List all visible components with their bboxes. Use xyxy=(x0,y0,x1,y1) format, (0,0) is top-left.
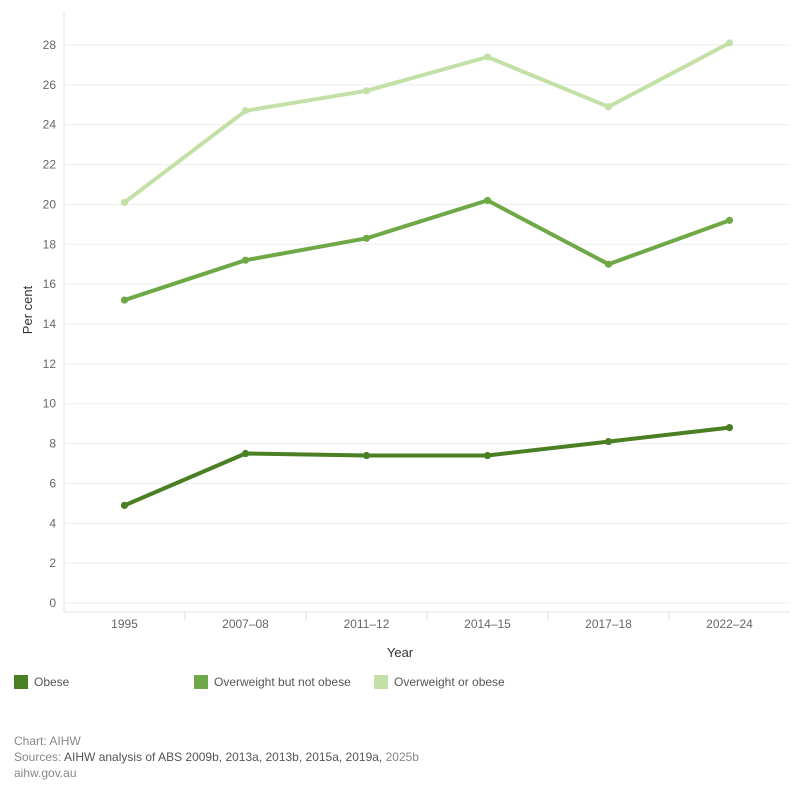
point-obese-2011-12 xyxy=(362,451,371,460)
x-tick-label-2017-18: 2017–18 xyxy=(585,617,632,631)
legend-swatch-overweight-or-obese xyxy=(374,675,388,689)
x-tick-label-2014-15: 2014–15 xyxy=(464,617,511,631)
point-overweight-but-not-obese-2022-24 xyxy=(725,216,734,224)
point-overweight-or-obese-2007-08 xyxy=(241,107,250,115)
legend-label-overweight-not-obese: Overweight but not obese xyxy=(214,675,351,689)
x-tick-label-2007-08: 2007–08 xyxy=(222,617,269,631)
series-overweight-or-obese xyxy=(120,39,734,207)
legend-item-overweight-or-obese[interactable]: Overweight or obese xyxy=(374,675,505,689)
y-tick-label-4: 4 xyxy=(49,516,56,530)
legend-item-overweight-not-obese[interactable]: Overweight but not obese xyxy=(194,675,351,689)
x-axis: 1995 2007–08 2011–12 2014–15 2017–18 2022–24 xyxy=(64,611,790,631)
point-obese-2022-24 xyxy=(725,424,734,432)
point-obese-2007-08 xyxy=(241,449,250,458)
legend-label-overweight-or-obese: Overweight or obese xyxy=(394,675,505,689)
y-axis-title: Per cent xyxy=(20,285,35,334)
x-tick-label-2022-24: 2022–24 xyxy=(706,617,753,631)
legend-swatch-obese xyxy=(14,675,28,689)
point-obese-2017-18 xyxy=(604,437,613,446)
point-overweight-or-obese-1995 xyxy=(120,198,129,207)
y-tick-label-20: 20 xyxy=(43,197,57,211)
x-tick-label-1995: 1995 xyxy=(111,617,138,631)
point-overweight-but-not-obese-1995 xyxy=(120,296,129,304)
y-tick-label-10: 10 xyxy=(43,397,57,411)
chart-footer: Chart: AIHW Sources: AIHW analysis of AB… xyxy=(14,733,419,781)
legend-label-obese: Obese xyxy=(34,675,70,689)
series-obese xyxy=(120,424,734,509)
point-overweight-or-obese-2011-12 xyxy=(362,87,371,95)
chart-credit: Chart: AIHW xyxy=(14,734,81,748)
legend: Obese Overweight but not obese Overweigh… xyxy=(14,675,794,693)
point-overweight-but-not-obese-2014-15 xyxy=(483,196,492,205)
y-tick-label-26: 26 xyxy=(43,78,57,92)
x-tick-label-2011-12: 2011–12 xyxy=(344,617,390,631)
y-tick-label-12: 12 xyxy=(43,357,57,371)
y-tick-label-22: 22 xyxy=(43,158,57,172)
y-tick-label-8: 8 xyxy=(49,437,56,451)
point-overweight-or-obese-2022-24 xyxy=(725,39,734,47)
series-line-overweight-but-not-obese xyxy=(122,198,732,303)
point-overweight-or-obese-2014-15 xyxy=(483,53,492,61)
y-tick-label-18: 18 xyxy=(43,237,57,251)
point-obese-1995 xyxy=(120,501,129,509)
gridlines xyxy=(64,44,790,604)
series-line-overweight-or-obese xyxy=(122,41,732,205)
sources-label: Sources: xyxy=(14,750,62,764)
site-link[interactable]: aihw.gov.au xyxy=(14,766,77,780)
y-tick-label-28: 28 xyxy=(43,38,57,52)
legend-swatch-overweight-not-obese xyxy=(194,675,208,689)
sources-tail: 2025b xyxy=(385,750,419,764)
point-overweight-but-not-obese-2011-12 xyxy=(362,234,371,242)
point-obese-2014-15 xyxy=(483,451,492,460)
series-overweight-but-not-obese xyxy=(120,196,734,304)
sources-main: AIHW analysis of ABS 2009b, 2013a, 2013b… xyxy=(64,750,383,764)
x-axis-title: Year xyxy=(387,645,414,660)
series-line-obese xyxy=(122,425,732,508)
y-tick-label-16: 16 xyxy=(43,277,57,291)
point-overweight-or-obese-2017-18 xyxy=(604,103,613,111)
y-tick-label-24: 24 xyxy=(43,118,57,132)
point-overweight-but-not-obese-2017-18 xyxy=(604,260,613,268)
y-tick-label-0: 0 xyxy=(49,596,56,610)
legend-item-obese[interactable]: Obese xyxy=(14,675,69,689)
y-tick-label-2: 2 xyxy=(49,556,56,570)
y-tick-label-14: 14 xyxy=(43,317,57,331)
series-lines xyxy=(120,39,734,509)
point-overweight-but-not-obese-2007-08 xyxy=(241,256,250,264)
y-tick-label-6: 6 xyxy=(49,476,56,490)
chart-sources: Sources: AIHW analysis of ABS 2009b, 201… xyxy=(14,749,419,765)
